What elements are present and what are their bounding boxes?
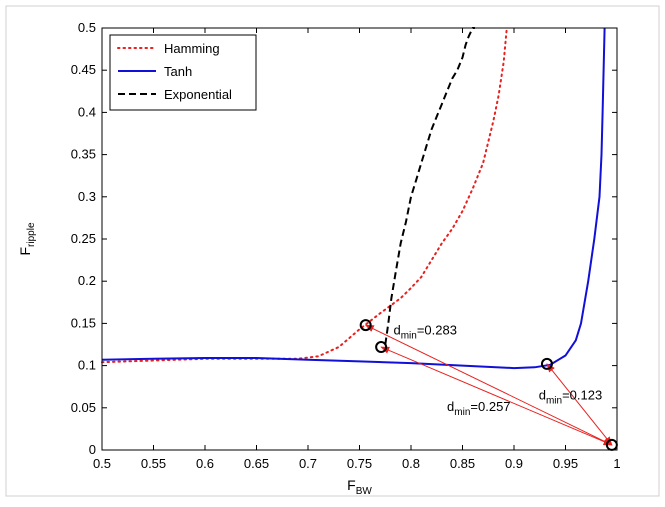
y-tick-label-2: 0.1 [78, 358, 96, 373]
legend-label-tanh: Tanh [164, 64, 192, 79]
y-tick-label-1: 0.05 [71, 400, 96, 415]
x-tick-label-6: 0.8 [402, 456, 420, 471]
y-tick-label-6: 0.3 [78, 189, 96, 204]
dmin-annotation-2: dmin=0.123 [539, 387, 602, 406]
x-tick-label-8: 0.9 [505, 456, 523, 471]
x-tick-label-7: 0.85 [450, 456, 475, 471]
y-tick-label-8: 0.4 [78, 104, 96, 119]
x-tick-label-1: 0.55 [141, 456, 166, 471]
dmin-annotation-0: dmin=0.283 [393, 322, 456, 341]
x-tick-label-0: 0.5 [93, 456, 111, 471]
point-marker-2 [540, 357, 553, 370]
x-tick-label-4: 0.7 [299, 456, 317, 471]
distance-arrow-2 [546, 363, 613, 446]
arrow-layer [364, 324, 613, 446]
x-tick-label-3: 0.65 [244, 456, 269, 471]
y-tick-label-10: 0.5 [78, 20, 96, 35]
legend-label-exponential: Exponential [164, 87, 232, 102]
x-axis-label: FBW [347, 477, 372, 497]
y-tick-label-9: 0.45 [71, 62, 96, 77]
y-tick-label-7: 0.35 [71, 147, 96, 162]
y-tick-label-4: 0.2 [78, 273, 96, 288]
x-tick-label-2: 0.6 [196, 456, 214, 471]
x-tick-label-9: 0.95 [553, 456, 578, 471]
x-tick-label-10: 1 [613, 456, 620, 471]
point-marker-1 [375, 341, 388, 354]
y-tick-label-0: 0 [89, 442, 96, 457]
tick-layer: 0.5 0.55 0.6 0.65 0.7 0.75 0.8 0.85 0.9 0.95 1 0 0.0… [71, 20, 621, 471]
dmin-annotation-1: dmin=0.257 [447, 399, 510, 418]
y-axis-label: Fripple [17, 222, 37, 255]
x-tick-label-5: 0.75 [347, 456, 372, 471]
legend-label-hamming: Hamming [164, 41, 220, 56]
y-tick-label-3: 0.15 [71, 315, 96, 330]
point-marker-0 [359, 319, 372, 332]
annotation-layer: dmin=0.283 dmin=0.257 dmin=0.123 [393, 322, 602, 418]
y-tick-label-5: 0.25 [71, 231, 96, 246]
legend: Hamming Tanh Exponential [109, 34, 257, 111]
